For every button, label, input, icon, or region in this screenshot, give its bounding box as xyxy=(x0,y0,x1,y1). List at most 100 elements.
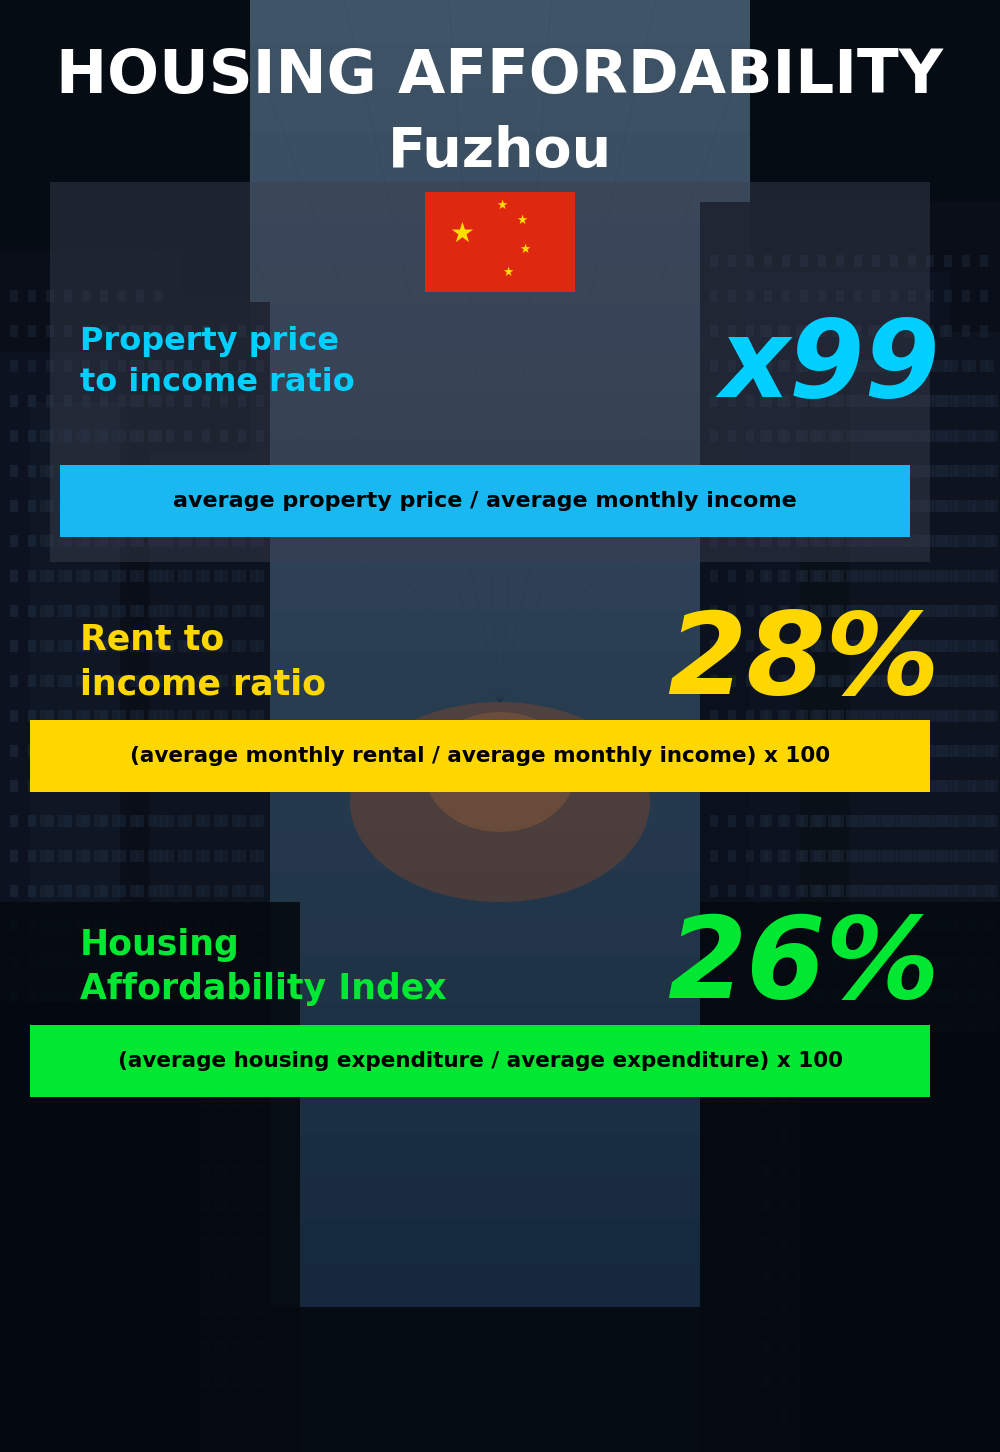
Bar xyxy=(854,1165,862,1178)
Bar xyxy=(94,1130,102,1143)
Bar xyxy=(914,1340,922,1352)
Bar xyxy=(728,1060,736,1072)
Bar xyxy=(954,1095,962,1106)
Bar xyxy=(760,1375,768,1387)
Bar xyxy=(926,640,934,652)
Bar xyxy=(950,1130,958,1143)
Bar xyxy=(28,430,36,441)
Bar xyxy=(860,1305,868,1317)
Bar xyxy=(184,395,192,407)
Bar xyxy=(962,571,970,582)
Bar xyxy=(986,1060,994,1072)
Bar xyxy=(232,605,240,617)
Bar xyxy=(166,571,174,582)
Bar xyxy=(256,325,264,337)
Bar xyxy=(710,430,718,441)
Bar xyxy=(728,1095,736,1106)
Bar xyxy=(954,1165,962,1178)
Bar xyxy=(256,921,264,932)
Bar xyxy=(94,1236,102,1247)
Bar xyxy=(818,1410,826,1422)
Bar xyxy=(118,360,126,372)
Bar xyxy=(890,849,898,862)
Bar xyxy=(932,465,940,478)
Bar xyxy=(166,1305,174,1317)
Bar xyxy=(10,990,18,1002)
Bar xyxy=(968,710,976,722)
Bar xyxy=(40,1060,48,1072)
Bar xyxy=(120,302,270,1452)
Bar xyxy=(136,710,144,722)
Bar xyxy=(196,745,204,756)
Bar xyxy=(850,955,858,967)
Bar xyxy=(178,990,186,1002)
Bar xyxy=(40,534,48,547)
Bar xyxy=(46,849,54,862)
Bar xyxy=(94,675,102,687)
Bar xyxy=(256,745,264,756)
Bar xyxy=(710,571,718,582)
Bar xyxy=(944,465,952,478)
Bar xyxy=(828,465,836,478)
Bar xyxy=(28,1060,36,1072)
Bar xyxy=(100,745,108,756)
Bar xyxy=(710,395,718,407)
Bar xyxy=(878,465,886,478)
Bar xyxy=(818,990,826,1002)
Bar xyxy=(58,1340,66,1352)
Bar xyxy=(64,499,72,513)
Bar xyxy=(64,1095,72,1106)
Bar xyxy=(882,921,890,932)
Bar xyxy=(184,1375,192,1387)
Bar xyxy=(832,745,840,756)
Bar xyxy=(828,1236,836,1247)
Bar xyxy=(166,990,174,1002)
Bar xyxy=(926,360,934,372)
Bar xyxy=(796,1165,804,1178)
Bar xyxy=(940,499,948,513)
Bar xyxy=(760,849,768,862)
Bar xyxy=(28,849,36,862)
Bar xyxy=(980,1095,988,1106)
Bar xyxy=(836,710,844,722)
Bar xyxy=(58,1305,66,1317)
Bar xyxy=(250,1236,258,1247)
Bar xyxy=(94,1025,102,1037)
Bar xyxy=(710,849,718,862)
Bar xyxy=(860,465,868,478)
Bar xyxy=(886,955,894,967)
Bar xyxy=(94,990,102,1002)
Bar xyxy=(778,395,786,407)
Bar xyxy=(28,290,36,302)
Bar xyxy=(76,955,84,967)
Bar xyxy=(28,395,36,407)
Bar xyxy=(860,395,868,407)
Bar xyxy=(962,640,970,652)
Bar xyxy=(850,886,858,897)
Bar xyxy=(864,499,872,513)
Bar xyxy=(764,780,772,791)
Bar xyxy=(972,780,980,791)
Bar xyxy=(814,815,822,828)
Bar xyxy=(908,1410,916,1422)
Bar xyxy=(962,886,970,897)
Bar xyxy=(40,710,48,722)
Bar xyxy=(926,745,934,756)
Bar xyxy=(932,886,940,897)
Bar xyxy=(100,360,108,372)
Bar xyxy=(932,395,940,407)
Bar xyxy=(872,1305,880,1317)
Bar xyxy=(136,1025,144,1037)
Bar xyxy=(112,849,120,862)
Bar xyxy=(256,815,264,828)
Bar xyxy=(130,640,138,652)
Bar xyxy=(148,886,156,897)
Bar xyxy=(250,436,750,479)
Bar xyxy=(250,815,258,828)
Bar xyxy=(178,710,186,722)
Bar xyxy=(908,325,916,337)
Bar xyxy=(250,566,750,610)
Bar xyxy=(256,499,264,513)
Bar xyxy=(990,710,998,722)
Bar xyxy=(810,990,818,1002)
